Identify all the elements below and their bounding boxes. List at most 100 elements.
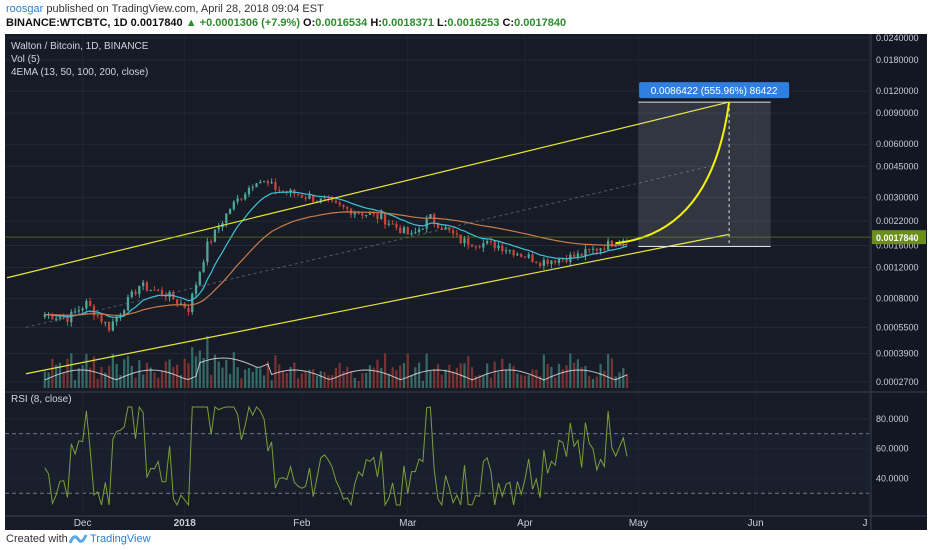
volume-bar <box>512 365 515 388</box>
volume-bar <box>535 369 538 388</box>
candle-body <box>372 213 375 215</box>
candle-body <box>191 293 194 313</box>
volume-bar <box>417 362 421 388</box>
volume-bar <box>175 364 179 388</box>
candle-body <box>520 254 523 257</box>
volume-bar <box>77 368 80 388</box>
rsi-tick-label: 80.0000 <box>876 414 909 424</box>
volume-bar <box>334 368 338 388</box>
volume-bar <box>62 373 65 388</box>
candle-body <box>138 285 141 295</box>
candle-body <box>255 183 258 188</box>
projection-curve <box>615 101 731 245</box>
candle-body <box>383 213 387 225</box>
author-link[interactable]: roosgar <box>6 3 44 15</box>
candle-body <box>160 289 164 295</box>
volume-bar <box>81 365 84 388</box>
volume-bar <box>433 368 436 388</box>
candle-body <box>538 263 542 266</box>
projection-box <box>638 102 771 247</box>
time-tick-label: Feb <box>293 518 311 529</box>
tradingview-brand-link[interactable]: TradingView <box>90 533 151 545</box>
volume-bar <box>85 353 88 388</box>
price-tick-label: 0.0012000 <box>876 263 919 273</box>
volume-bar <box>255 367 258 388</box>
candle-body <box>259 181 262 184</box>
price-tick-label: 0.0008000 <box>876 294 919 304</box>
volume-bar <box>580 367 583 388</box>
volume-bar <box>421 380 425 388</box>
volume-bar <box>614 376 617 388</box>
candle-body <box>251 187 254 189</box>
candle-body <box>153 289 156 291</box>
publish-line: roosgar published on TradingView.com, Ap… <box>6 3 324 15</box>
chart-panel[interactable]: 0.0240000 0.0180000 0.0120000 0.0090000 0.00… <box>5 34 927 530</box>
volume-bar <box>387 373 390 388</box>
volume-bar <box>236 367 239 388</box>
candle-body <box>561 258 564 260</box>
price-tick-label: 0.0180000 <box>876 55 919 65</box>
candle-body <box>399 227 402 234</box>
volume-bar <box>451 371 455 388</box>
volume-bar <box>455 367 459 388</box>
volume-bar <box>554 377 557 388</box>
volume-bar <box>149 367 152 388</box>
volume-bar <box>168 359 171 388</box>
volume-bar <box>429 371 432 388</box>
candle-body <box>603 248 606 250</box>
candle-body <box>289 189 292 193</box>
candle-body <box>319 198 322 202</box>
candle-body <box>285 190 288 193</box>
volume-bar <box>489 377 493 388</box>
volume-bar <box>584 365 587 388</box>
candle-body <box>66 317 69 323</box>
volume-bar <box>66 358 69 388</box>
volume-bar <box>111 353 114 388</box>
rsi-band-fill <box>5 433 871 494</box>
candle-body <box>376 213 379 219</box>
candle-body <box>183 303 186 308</box>
candle-body <box>338 202 341 205</box>
volume-bar <box>141 374 145 388</box>
close-value: 0.0017840 <box>514 17 567 29</box>
candle-body <box>429 214 432 219</box>
header: roosgar published on TradingView.com, Ap… <box>0 0 932 34</box>
volume-bar <box>546 363 549 388</box>
candle-body <box>436 222 440 228</box>
volume-bar <box>372 367 375 388</box>
volume-bar <box>115 363 118 388</box>
chart-canvas[interactable]: 0.0240000 0.0180000 0.0120000 0.0090000 0.00… <box>5 34 927 530</box>
legend-rsi: RSI (8, close) <box>11 394 72 405</box>
volume-bar <box>240 378 243 388</box>
volume-bar <box>572 362 576 388</box>
candle-body <box>516 254 519 256</box>
volume-bar <box>357 381 360 388</box>
candle-body <box>77 310 80 312</box>
volume-bar <box>331 374 334 388</box>
candle-body <box>451 230 455 234</box>
candle-body <box>73 311 77 313</box>
volume-bar <box>444 369 447 388</box>
low-label: L: <box>437 17 448 29</box>
volume-bar <box>296 378 300 388</box>
volume-bar <box>327 375 330 388</box>
candle-body <box>368 213 372 215</box>
volume-bar <box>478 374 481 388</box>
volume-bar <box>399 365 402 388</box>
candle-body <box>236 198 239 202</box>
volume-bar <box>92 356 96 388</box>
volume-bar <box>410 375 413 388</box>
candle-body <box>357 212 360 214</box>
volume-bar <box>542 354 545 388</box>
volume-bar <box>508 363 511 388</box>
volume-bar <box>380 367 383 388</box>
candle-body <box>270 182 273 184</box>
candle-body <box>51 314 54 320</box>
candle-body <box>618 242 621 246</box>
candle-body <box>365 214 368 216</box>
candle-body <box>402 227 406 234</box>
volume-bar <box>217 361 220 388</box>
candle-body <box>281 190 285 192</box>
candle-body <box>591 248 595 250</box>
volume-bar <box>206 335 209 388</box>
